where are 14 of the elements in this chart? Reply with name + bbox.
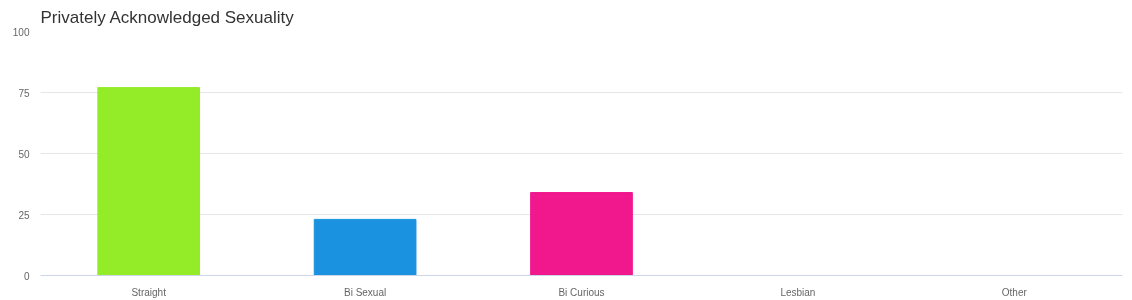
x-tick-label: Bi Curious [558, 286, 605, 298]
x-tick-label: Other [1001, 286, 1028, 298]
bar [313, 218, 417, 276]
x-tick-label: Bi Sexual [343, 286, 387, 298]
y-tick-label: 50 [18, 148, 30, 160]
y-tick-label: 75 [18, 87, 30, 99]
y-tick-label: 25 [18, 209, 30, 221]
x-tick-label: Straight [131, 286, 167, 298]
bar [97, 87, 201, 276]
y-tick-label: 0 [23, 270, 30, 282]
x-tick-label: Lesbian [780, 286, 816, 298]
chart-title: Privately Acknowledged Sexuality [40, 7, 295, 27]
y-tick-label: 100 [12, 26, 30, 38]
bar [530, 192, 633, 276]
